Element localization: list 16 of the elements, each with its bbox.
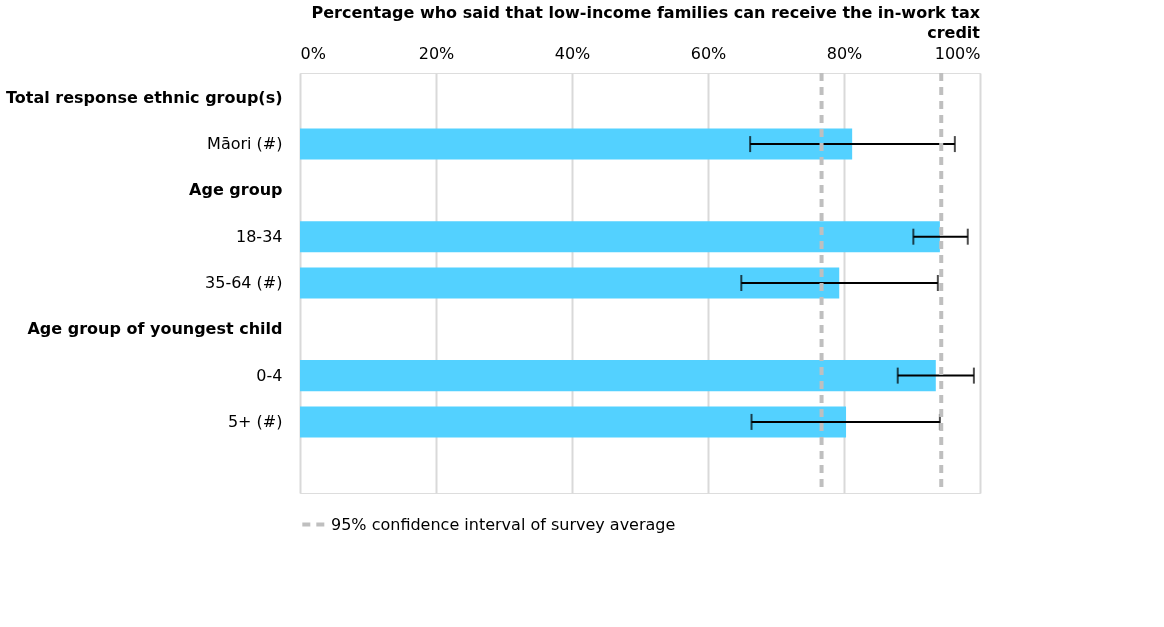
chart-title: Percentage who said that low-income families can receive the in-work tax credit [311, 3, 981, 42]
legend-label: 95% confidence interval of survey average [331, 514, 676, 534]
y-tick-label: 35-64 (#) [205, 273, 283, 292]
y-tick-label: Māori (#) [207, 134, 283, 154]
y-tick-label: 5+ (#) [227, 411, 283, 431]
y-tick-label: Age group of youngest child [27, 319, 283, 339]
y-tick-label: 0-4 [256, 365, 283, 385]
y-tick-label: Total response ethnic group(s) [6, 87, 283, 107]
x-tick-label: 0% [300, 43, 326, 63]
y-tick-label: 18-34 [236, 226, 283, 246]
x-tick-label: 40% [554, 43, 591, 63]
x-tick-label: 80% [826, 43, 863, 63]
x-tick-label: 60% [690, 43, 727, 63]
x-tick-label: 100% [934, 43, 981, 63]
x-tick-label: 20% [418, 43, 455, 63]
y-tick-label: Age group [189, 180, 283, 200]
